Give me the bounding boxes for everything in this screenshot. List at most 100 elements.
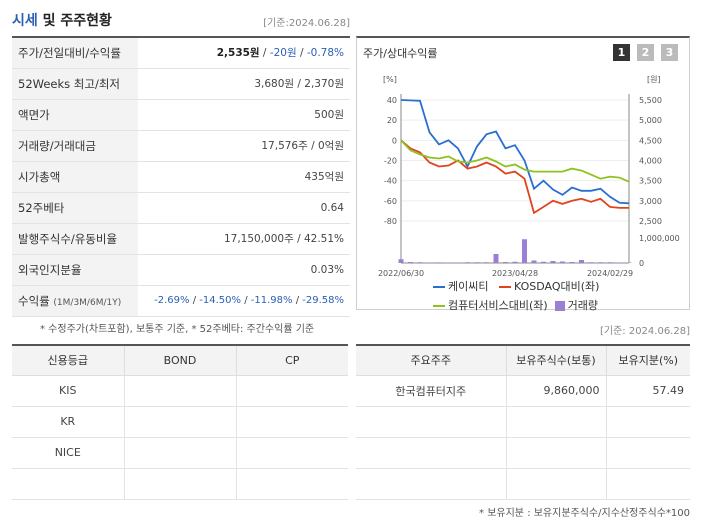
section-title: 시세 및 주주현황 <box>12 10 112 30</box>
left-tick-label: -40 <box>384 177 397 186</box>
table-row: KR <box>12 406 348 438</box>
table-cell: NICE <box>12 437 125 469</box>
volume-bar <box>455 262 461 263</box>
table-cell <box>124 406 237 438</box>
holders-base-date: [기준: 2024.06.28] <box>599 326 690 337</box>
stat-label: 주가/전일대비/수익률 <box>12 36 138 69</box>
legend-label: 컴퓨터서비스대비(좌) <box>448 299 548 312</box>
return-1y: -29.58% <box>302 295 344 306</box>
volume-bar <box>560 261 565 263</box>
table-header-row: 신용등급 BOND CP <box>12 344 348 376</box>
legend-swatch-price <box>433 286 445 288</box>
volume-bar <box>626 262 632 263</box>
volume-bar <box>512 261 518 263</box>
table-cell <box>356 406 507 438</box>
table-row: 수익률 (1M/3M/6M/1Y) -2.69% / -14.50% / -11… <box>12 285 350 317</box>
volume-bar <box>436 262 442 263</box>
volume-bar <box>588 262 594 263</box>
left-tick-label: -20 <box>384 157 397 166</box>
table-row: 외국인지분율 0.03% <box>12 254 350 286</box>
table-header-row: 주요주주 보유주식수(보통) 보유지분(%) <box>356 344 690 376</box>
table-cell <box>356 468 507 500</box>
column-header: BOND <box>124 344 237 376</box>
stat-value: -2.69% / -14.50% / -11.98% / -29.58% <box>138 285 350 317</box>
right-tick-label: 5,000 <box>639 116 662 125</box>
column-header: CP <box>236 344 348 376</box>
stat-value: 3,680원 / 2,370원 <box>138 68 350 100</box>
legend-swatch-kosdaq <box>498 286 511 288</box>
table-cell <box>236 406 348 438</box>
major-shareholders-table: 주요주주 보유주식수(보통) 보유지분(%) 한국컴퓨터지주 9,860,000 5… <box>356 344 690 500</box>
volume-bar <box>617 262 622 263</box>
legend-swatch-volume <box>554 301 565 311</box>
chart-tab-3[interactable]: 3 <box>661 44 678 61</box>
separator: / <box>295 295 303 306</box>
right-tick-label: 3,000 <box>639 197 662 206</box>
return-3m: -14.50% <box>199 295 241 306</box>
separator: / <box>259 47 270 60</box>
left-tick-label: 20 <box>387 116 397 125</box>
separator: / <box>244 295 251 306</box>
table-row <box>12 468 348 500</box>
price-line <box>400 99 630 205</box>
stat-label: 발행주식수/유동비율 <box>12 223 138 255</box>
volume-bar <box>531 260 537 263</box>
table-row <box>356 406 690 438</box>
stat-label: 수익률 (1M/3M/6M/1Y) <box>12 285 138 317</box>
volume-bar <box>522 239 527 263</box>
volume-bar <box>550 261 556 263</box>
table-cell <box>124 437 237 469</box>
left-tick-label: -80 <box>384 217 397 226</box>
legend-label: 케이씨티 <box>448 280 489 293</box>
volume-bar <box>417 262 423 263</box>
chart-panel: 주가/상대수익률 1 2 3 [%] [원] 40 20 0 -20 -40 -60 -80 5,… <box>356 36 690 313</box>
left-tick-label: 40 <box>387 96 397 105</box>
legend-label: 거래량 <box>567 299 599 312</box>
volume-bar <box>503 262 508 263</box>
volume-bar <box>493 254 499 263</box>
legend-label: KOSDAQ대비(좌) <box>513 280 600 293</box>
right-axis-unit: [원] <box>647 75 661 84</box>
table-row: 거래량/거래대금 17,576주 / 0억원 <box>12 130 350 162</box>
table-cell <box>12 468 125 500</box>
table-cell: 한국컴퓨터지주 <box>356 375 507 407</box>
legend-row: 컴퓨터서비스대비(좌) 거래량 <box>433 297 599 313</box>
stat-label: 시가총액 <box>12 161 138 193</box>
return-label: 수익률 <box>18 293 50 308</box>
relative-return-chart: [%] [원] 40 20 0 -20 -40 -60 -80 5,500 5,000 4,500 4,… <box>378 75 680 278</box>
stat-value: 435억원 <box>138 161 350 193</box>
right-tick-label: 4,000 <box>639 157 662 166</box>
volume-bar <box>541 261 546 263</box>
volume-bar <box>408 262 413 263</box>
chart-tab-2[interactable]: 2 <box>637 44 654 61</box>
left-axis-unit: [%] <box>383 75 397 84</box>
table-cell <box>606 437 690 469</box>
table-row <box>356 437 690 469</box>
table-row: 주가/전일대비/수익률 2,535원 / -20원 / -0.78% <box>12 36 350 69</box>
table-cell: 57.49 <box>606 375 690 407</box>
chart-tab-1[interactable]: 1 <box>613 44 630 61</box>
table-row: NICE <box>12 437 348 469</box>
table-cell <box>506 468 607 500</box>
table-cell <box>124 468 237 500</box>
table-cell <box>356 437 507 469</box>
volume-bar <box>398 259 404 263</box>
volume-bar <box>579 260 584 263</box>
table-row: 52Weeks 최고/최저 3,680원 / 2,370원 <box>12 68 350 100</box>
table-row <box>356 468 690 500</box>
stat-value: 2,535원 / -20원 / -0.78% <box>138 36 350 69</box>
current-price: 2,535원 <box>216 47 260 60</box>
table-cell <box>236 468 348 500</box>
stat-value: 17,576주 / 0억원 <box>138 130 350 162</box>
table-cell <box>124 375 237 407</box>
table-cell <box>236 437 348 469</box>
table-cell: KIS <box>12 375 125 407</box>
volume-bar <box>465 262 470 263</box>
volume-bar <box>474 262 480 263</box>
column-header: 보유주식수(보통) <box>506 344 607 376</box>
volume-bar <box>598 262 603 263</box>
legend-item-kosdaq: KOSDAQ대비(좌) <box>498 280 600 293</box>
right-tick-label: 2,500 <box>639 217 662 226</box>
separator: / <box>192 295 200 306</box>
volume-bar <box>427 262 432 263</box>
